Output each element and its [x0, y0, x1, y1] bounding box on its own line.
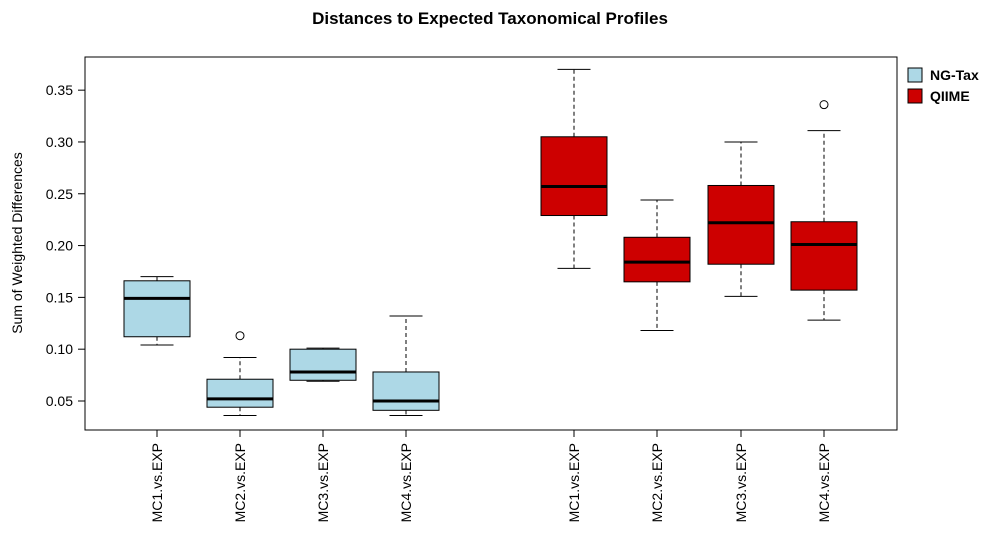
box-iqr [372, 371, 440, 411]
box-qiime-1 [540, 68, 608, 269]
y-tick-label: 0.30 [46, 134, 73, 150]
box-ng-tax-4 [372, 315, 440, 416]
box-ng-tax-1 [123, 276, 191, 346]
y-tick-label: 0.10 [46, 341, 73, 357]
chart-title: Distances to Expected Taxonomical Profil… [312, 9, 668, 28]
boxes [123, 68, 858, 416]
x-tick-label: MC1.vs.EXP [149, 443, 165, 522]
box-iqr [623, 236, 691, 283]
legend: NG-Tax QIIME [907, 67, 979, 104]
outlier-point [235, 331, 245, 341]
y-axis-label: Sum of Weighted Differences [9, 152, 25, 334]
box-qiime-4 [790, 100, 858, 321]
x-tick-label: MC4.vs.EXP [816, 443, 832, 522]
y-tick-label: 0.15 [46, 289, 73, 305]
box-iqr [123, 280, 191, 338]
y-tick-label: 0.05 [46, 393, 73, 409]
x-tick-label: MC4.vs.EXP [398, 443, 414, 522]
y-axis: 0.05 0.10 0.15 0.20 0.25 0.30 0.35 [46, 82, 85, 409]
outlier-point [819, 100, 829, 110]
x-tick-label: MC3.vs.EXP [733, 443, 749, 522]
x-axis: MC1.vs.EXP MC2.vs.EXP MC3.vs.EXP MC4.vs.EXP… [149, 430, 832, 522]
box-iqr [206, 378, 274, 408]
box-qiime-2 [623, 199, 691, 332]
box-iqr [707, 184, 775, 265]
x-tick-label: MC3.vs.EXP [315, 443, 331, 522]
legend-swatch-qiime [907, 88, 923, 104]
box-qiime-3 [707, 141, 775, 297]
x-tick-label: MC2.vs.EXP [232, 443, 248, 522]
legend-swatch-ng-tax [907, 67, 923, 83]
plot-frame [84, 56, 898, 431]
y-tick-label: 0.20 [46, 238, 73, 254]
legend-label-qiime: QIIME [930, 88, 970, 104]
box-iqr [289, 348, 357, 381]
y-tick-label: 0.35 [46, 82, 73, 98]
box-iqr [540, 136, 608, 217]
box-iqr [790, 221, 858, 291]
box-ng-tax-2 [206, 331, 274, 416]
x-tick-label: MC2.vs.EXP [649, 443, 665, 522]
y-tick-label: 0.25 [46, 186, 73, 202]
box-ng-tax-3 [289, 347, 357, 382]
x-tick-label: MC1.vs.EXP [566, 443, 582, 522]
legend-label-ng-tax: NG-Tax [930, 67, 979, 83]
